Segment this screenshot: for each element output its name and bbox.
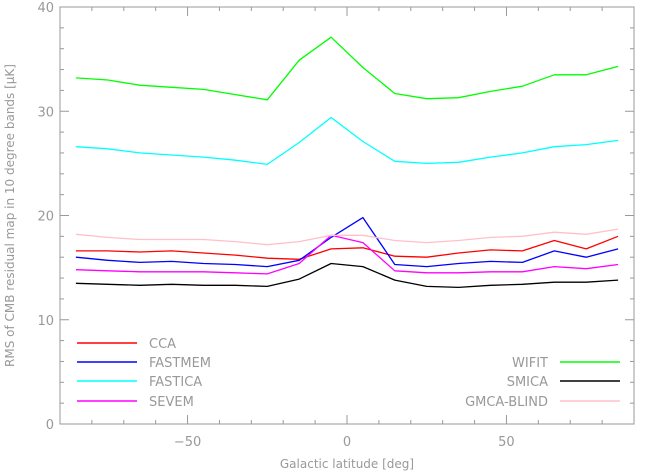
series-line-cca bbox=[75, 235, 619, 260]
ticks bbox=[59, 6, 635, 425]
y-tick-label: 20 bbox=[37, 210, 54, 225]
tick-labels: −50 0 50 0 10 20 30 40 bbox=[37, 1, 514, 450]
series-line-sevem bbox=[75, 234, 619, 275]
legend-label-gmca-blind: GMCA-BLIND bbox=[465, 395, 548, 410]
y-tick-label: 40 bbox=[37, 1, 54, 16]
legend-label-fastica: FASTICA bbox=[149, 375, 202, 390]
legend-label-cca: CCA bbox=[149, 337, 176, 352]
series-line-gmca-blind bbox=[75, 228, 619, 246]
x-tick-label: 0 bbox=[343, 435, 351, 450]
legend-label-smica: SMICA bbox=[507, 375, 548, 390]
series-lines bbox=[75, 36, 619, 289]
series-line-fastica bbox=[75, 116, 619, 166]
series-line-fastmem bbox=[75, 216, 619, 268]
y-tick-label: 10 bbox=[37, 314, 54, 329]
series-line-smica bbox=[75, 262, 619, 289]
x-axis-label: Galactic latitude [deg] bbox=[280, 457, 414, 471]
x-tick-label: −50 bbox=[174, 435, 201, 450]
legend-label-wifit: WIFIT bbox=[512, 356, 548, 371]
y-tick-label: 30 bbox=[37, 105, 54, 120]
series-line-wifit bbox=[75, 36, 619, 101]
y-axis-label: RMS of CMB residual map in 10 degree ban… bbox=[3, 64, 17, 367]
y-tick-label: 0 bbox=[46, 418, 54, 433]
x-tick-label: 50 bbox=[498, 435, 515, 450]
legend-label-fastmem: FASTMEM bbox=[149, 356, 211, 371]
legend: CCA FASTMEM FASTICA SEVEM WIFIT SMICA GMCA-BLI… bbox=[77, 337, 620, 410]
legend-label-sevem: SEVEM bbox=[149, 395, 194, 410]
